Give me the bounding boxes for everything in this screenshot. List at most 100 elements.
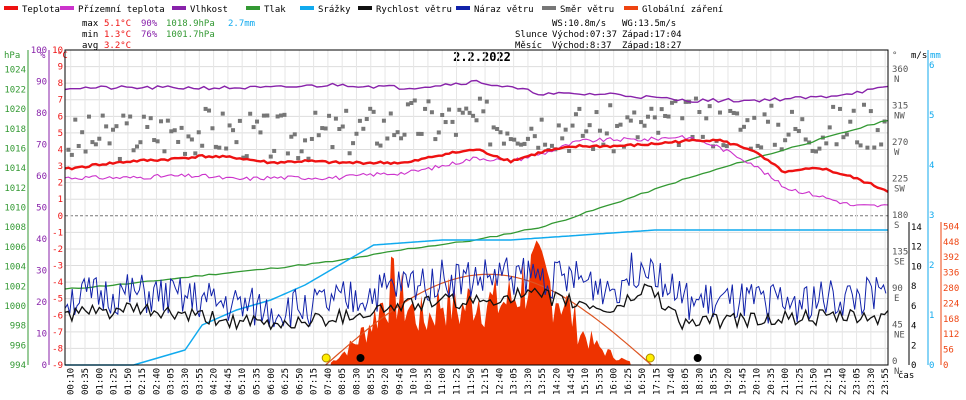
rain-tick-label: 4	[929, 161, 934, 171]
x-tick-label: 22:15	[824, 368, 834, 395]
pressure-tick-label: 1004	[4, 263, 26, 273]
x-tick-label: 06:00	[267, 368, 277, 395]
direction-point	[872, 145, 877, 150]
direction-point	[282, 112, 287, 117]
direction-point	[471, 113, 476, 118]
direction-point	[769, 103, 774, 108]
x-tick-label: 19:45	[738, 368, 748, 395]
direction-tick-label: 180	[892, 211, 908, 221]
direction-point	[515, 141, 520, 146]
direction-point	[121, 113, 126, 118]
series-line-naraz-vetru	[64, 252, 887, 328]
direction-point	[73, 117, 78, 122]
direction-point	[433, 137, 438, 142]
direction-point	[539, 117, 544, 122]
legend-swatch	[358, 6, 372, 10]
wind-tick-label: 12	[911, 243, 922, 253]
x-tick-label: 22:40	[838, 368, 848, 395]
legend-label: Přízemní teplota	[78, 5, 165, 15]
direction-point	[663, 113, 668, 118]
direction-point	[474, 118, 479, 123]
direction-point	[522, 141, 527, 146]
series-line-prizemni-teplota	[64, 135, 889, 208]
direction-point	[728, 108, 733, 113]
direction-point	[615, 123, 620, 128]
direction-point	[155, 139, 160, 144]
direction-point	[717, 110, 722, 115]
grid	[65, 49, 888, 366]
pressure-tick-label: 1016	[4, 144, 26, 154]
direction-point	[203, 106, 208, 111]
direction-point	[525, 136, 530, 141]
legend-swatch	[246, 6, 260, 10]
direction-point	[560, 136, 565, 141]
direction-letter-label: N	[894, 367, 899, 377]
series-line-tlak	[64, 119, 889, 290]
x-tick-label: 23:30	[867, 368, 877, 395]
slunce-label: Slunce	[515, 30, 548, 40]
direction-point	[604, 131, 609, 136]
pressure-tick-label: 1002	[4, 282, 26, 292]
direction-tick-label: 315	[892, 102, 908, 112]
temperature-tick-label: -8	[52, 344, 63, 354]
direction-point	[340, 124, 345, 129]
direction-point	[165, 118, 170, 123]
pressure-tick-label: 994	[10, 361, 26, 371]
direction-point	[292, 132, 297, 137]
humidity-tick-label: 100	[31, 46, 47, 56]
x-tick-label: 13:55	[538, 368, 548, 395]
x-tick-label: 11:50	[467, 368, 477, 395]
legend-label: Globální záření	[642, 5, 723, 15]
x-tick-label: 20:10	[753, 368, 763, 395]
direction-point	[611, 149, 616, 154]
direction-point	[481, 109, 486, 114]
rain-tick-label: 3	[929, 211, 934, 221]
direction-point	[176, 139, 181, 144]
direction-point	[556, 123, 561, 128]
direction-point	[645, 114, 650, 119]
x-tick-label: 16:00	[610, 368, 620, 395]
x-tick-label: 03:55	[195, 368, 205, 395]
rain-tick-label: 5	[929, 111, 934, 121]
direction-point	[87, 114, 92, 119]
rain-tick-label: 6	[929, 61, 934, 71]
pressure-tick-label: 996	[10, 341, 26, 351]
legend-swatch	[60, 6, 74, 10]
direction-point	[159, 119, 164, 124]
x-tick-label: 12:15	[481, 368, 491, 395]
x-tick-label: 08:30	[352, 368, 362, 395]
pressure-tick-label: 1014	[4, 164, 26, 174]
direction-point	[375, 141, 380, 146]
rain-tick-label: 0	[929, 361, 934, 371]
radiation-tick-label: 0	[943, 361, 948, 371]
direction-point	[453, 132, 458, 137]
direction-point	[303, 138, 308, 143]
direction-point	[464, 106, 469, 111]
direction-point	[364, 117, 369, 122]
unit-deg: °	[892, 51, 897, 61]
direction-point	[244, 154, 249, 159]
max-press: 1018.9hPa	[166, 19, 215, 29]
direction-point	[409, 101, 414, 106]
pressure-tick-label: 1000	[4, 302, 26, 312]
legend-label: Směr větru	[560, 5, 614, 15]
direction-point	[361, 126, 366, 131]
series-line-rychlost-vetru	[64, 283, 889, 331]
rain-tick-label: 1	[929, 311, 934, 321]
direction-point	[745, 118, 750, 123]
x-tick-label: 23:55	[881, 368, 891, 395]
radiation-tick-label: 392	[943, 253, 959, 263]
pressure-tick-label: 1008	[4, 223, 26, 233]
direction-point	[512, 137, 517, 142]
x-tick-label: 17:40	[667, 368, 677, 395]
direction-point	[659, 107, 664, 112]
direction-point	[248, 111, 253, 116]
x-tick-label: 01:25	[110, 368, 120, 395]
x-tick-label: 05:35	[252, 368, 262, 395]
direction-point	[268, 154, 273, 159]
mesic-label: Měsíc	[515, 41, 542, 51]
temperature-tick-label: -1	[52, 228, 63, 238]
direction-point	[759, 145, 764, 150]
unit-hpa: hPa	[4, 51, 20, 61]
slunce-set: Západ:17:04	[622, 30, 682, 40]
